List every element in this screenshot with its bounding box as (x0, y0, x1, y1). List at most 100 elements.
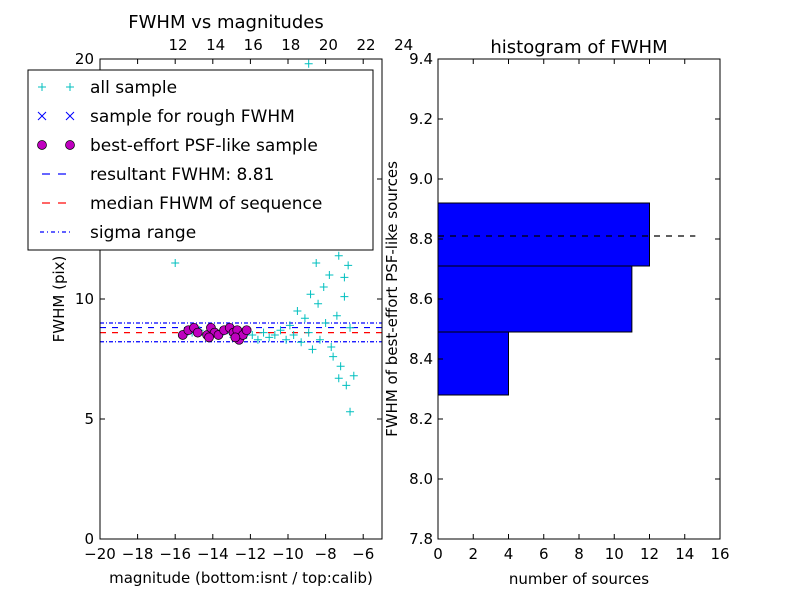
all-sample-point (346, 323, 355, 332)
legend-box (27, 69, 374, 251)
all-sample-point (282, 335, 291, 344)
all-sample-point (312, 259, 321, 267)
psf-sample-point (204, 332, 214, 343)
y-tick-label: 5 (84, 410, 94, 428)
all-sample-point (259, 328, 268, 337)
top-x-tick-label: 14 (206, 36, 225, 54)
x-tick-label: −10 (272, 545, 304, 563)
y-tick-label: 8.4 (409, 350, 433, 368)
x-tick-label: 8 (574, 545, 584, 563)
top-x-tick-label: 24 (394, 36, 413, 54)
legend-marker (37, 140, 47, 150)
psf-sample-point (241, 325, 252, 336)
legend-label: best-effort PSF-like sample (90, 136, 318, 156)
histogram-bar (437, 331, 509, 396)
legend-item: sample for rough FWHM (37, 107, 295, 127)
y-tick-label: 9.4 (409, 50, 433, 68)
x-tick-label: 6 (539, 545, 549, 563)
right-chart-title: histogram of FWHM (490, 37, 667, 58)
x-tick-label: 12 (640, 545, 659, 563)
x-tick-label: 2 (468, 545, 478, 563)
top-x-tick-label: 12 (168, 36, 187, 54)
all-sample-point (336, 362, 345, 371)
right-x-axis-label: number of sources (509, 570, 649, 588)
all-sample-point (265, 333, 274, 342)
all-sample-point (304, 59, 313, 68)
x-tick-label: 10 (605, 545, 624, 563)
top-x-tick-label: 18 (281, 36, 300, 54)
all-sample-point (329, 352, 338, 361)
all-sample-point (297, 338, 306, 347)
legend-label: median FHWM of sequence (90, 194, 322, 214)
x-tick-label: 4 (504, 545, 514, 563)
all-sample-point (314, 299, 323, 308)
legend-label: sigma range (90, 223, 196, 243)
all-sample-point (253, 335, 262, 344)
all-sample-point (276, 326, 285, 335)
right-y-axis-label: FWHM of best-effort PSF-like sources (383, 161, 401, 437)
left-chart-title: FWHM vs magnitudes (128, 12, 323, 33)
legend-marker (65, 111, 75, 121)
y-tick-label: 8.6 (409, 290, 433, 308)
legend-marker (37, 111, 47, 121)
all-sample-point (315, 335, 324, 344)
all-sample-point (300, 314, 309, 323)
y-tick-label: 8.8 (409, 230, 433, 248)
all-sample-point (342, 381, 351, 390)
x-tick-label: −12 (235, 545, 267, 563)
all-sample-point (325, 271, 334, 279)
all-sample-point (270, 331, 279, 339)
y-tick-label: 9.2 (409, 110, 433, 128)
top-x-tick-label: 22 (356, 36, 375, 54)
all-sample-point (334, 374, 343, 383)
legend-marker (65, 140, 75, 150)
all-sample-point (321, 319, 330, 327)
legend-marker (66, 83, 74, 91)
all-sample-point (306, 290, 315, 299)
all-sample-point (304, 328, 313, 337)
legend: all sample sample for rough FWHM best-effo… (27, 69, 374, 251)
all-sample-point (334, 251, 343, 260)
histogram-bar (437, 202, 650, 267)
left-axis-ticks: −20−18−16−14−12−10−8−6051015201214161820… (75, 36, 413, 563)
left-x-axis-label: magnitude (bottom:isnt / top:calib) (109, 569, 373, 587)
x-tick-label: 0 (433, 545, 443, 563)
y-tick-label: 10 (75, 290, 94, 308)
all-sample-point (319, 283, 328, 291)
legend-label: resultant FWHM: 8.81 (90, 165, 274, 185)
legend-marker (38, 83, 46, 91)
all-sample-point (289, 331, 298, 339)
x-tick-label: −8 (315, 545, 337, 563)
all-sample-point (327, 343, 336, 351)
top-x-tick-label: 16 (244, 36, 263, 54)
all-sample-point (332, 311, 341, 320)
legend-label: all sample (90, 78, 177, 98)
legend-item: all sample (38, 78, 177, 98)
legend-item: best-effort PSF-like sample (37, 136, 318, 156)
all-sample-point (340, 273, 349, 282)
all-sample-point (171, 259, 180, 267)
y-tick-label: 9.0 (409, 170, 433, 188)
legend-items: all sample sample for rough FWHM best-effo… (37, 78, 322, 243)
all-sample-point (308, 345, 317, 354)
scatter-points (171, 59, 358, 416)
histogram-bars (437, 202, 650, 396)
x-tick-label: 16 (710, 545, 729, 563)
x-tick-label: −14 (197, 545, 229, 563)
psf-sample-point (192, 327, 203, 338)
x-tick-label: −20 (84, 545, 116, 563)
legend-label: sample for rough FWHM (90, 107, 295, 127)
left-y-axis-label: FWHM (pix) (50, 256, 68, 343)
histogram-bar (437, 265, 633, 333)
legend-item: sigma range (40, 223, 196, 243)
legend-item: resultant FWHM: 8.81 (42, 165, 274, 185)
psf-sample-point (230, 332, 241, 343)
right-axis-ticks: 0 2 4 6 8 10 12 14 16 7.8 8.0 8.2 8.4 8.6 8.8 9.0 9.2 9.4 (409, 50, 729, 563)
y-tick-label: 8.0 (409, 470, 433, 488)
y-tick-label: 8.2 (409, 410, 433, 428)
x-tick-label: 14 (675, 545, 694, 563)
all-sample-point (344, 261, 353, 270)
y-tick-label: 0 (84, 530, 94, 548)
x-tick-label: −6 (352, 545, 374, 563)
